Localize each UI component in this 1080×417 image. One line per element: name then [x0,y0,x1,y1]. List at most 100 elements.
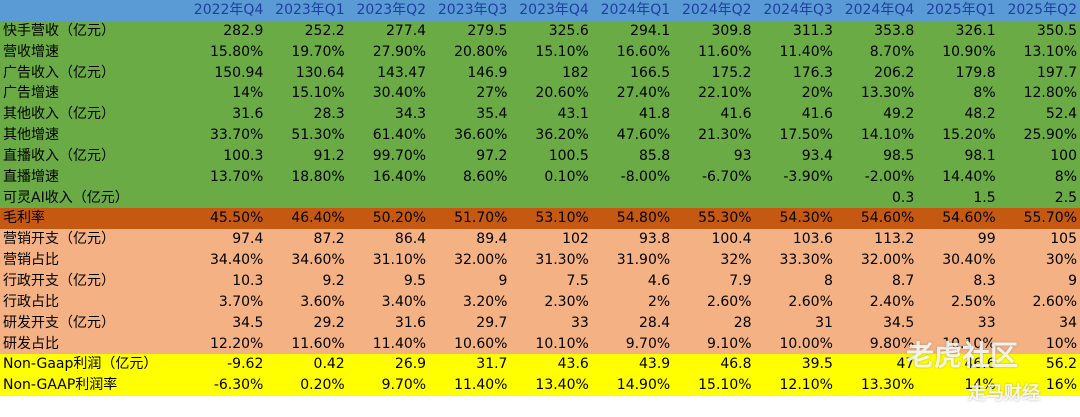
table-cell: 3.60% [266,291,348,313]
table-cell: 14.40% [917,166,999,188]
table-cell: 3.40% [347,291,430,313]
table-cell: 36.20% [510,125,592,146]
row-label: 研发占比 [0,333,185,355]
table-cell: 31 [754,312,836,334]
table-cell: 8.7 [835,270,918,292]
table-cell: 31.10% [347,250,430,271]
table-cell: 28 [673,312,755,334]
table-cell: 16.40% [347,166,430,188]
table-cell: 29.7 [429,312,511,334]
table-cell: 10.10% [510,333,592,355]
header-cell: 2023年Q2 [347,0,430,21]
header-cell: 2022年Q4 [185,0,267,21]
table-cell: 31.30% [510,250,592,271]
table-cell: 9.70% [591,333,674,355]
table-cell: 10.3 [185,270,267,292]
table-cell: 8.60% [429,166,511,188]
table-cell [266,187,348,209]
table-cell: 99.70% [347,145,430,167]
table-cell: 2.30% [510,291,592,313]
table-cell: 49.2 [835,104,918,126]
table-cell: 27.90% [347,41,430,63]
table-cell: 85.8 [591,145,674,167]
table-cell: 14.10% [835,125,918,146]
header-cell: 2024年Q1 [591,0,674,21]
table-cell: -6.70% [673,166,755,188]
table-cell: 51.70% [429,208,511,230]
row-label: 行政开支（亿元） [0,270,185,292]
table-cell: 28.4 [591,312,674,334]
table-cell: 54.80% [591,208,674,230]
header-cell: 2025年Q2 [998,0,1080,21]
table-cell: 11.60% [266,333,348,355]
table-cell: 31.7 [429,354,511,376]
table-cell: 50.20% [347,208,430,230]
table-cell: 89.4 [429,229,511,251]
table-cell: 176.3 [754,62,836,84]
table-cell: 7.9 [673,270,755,292]
table-cell: 9.10% [673,333,755,355]
table-cell: 17.50% [754,125,836,146]
table-cell: 46.40% [266,208,348,230]
row-label: 直播收入（亿元） [0,145,185,167]
table-cell: 33 [510,312,592,334]
table-cell: 10% [998,333,1080,355]
table-cell: 150.94 [185,62,267,84]
table-cell: -6.30% [185,375,267,397]
table-cell: 13.30% [835,83,918,105]
table-cell: 143.47 [347,62,430,84]
table-cell: 55.30% [673,208,755,230]
table-cell: 10.60% [429,333,511,355]
table-cell [754,187,836,209]
table-cell: 54.30% [754,208,836,230]
table-cell: 9.2 [266,270,348,292]
table-cell: 54.60% [835,208,918,230]
table-cell: 32.00% [835,250,918,271]
table-cell [185,187,267,209]
table-cell: 7.5 [510,270,592,292]
table-cell: 27.40% [591,83,674,105]
table-cell: 31.90% [591,250,674,271]
table-cell: 9 [429,270,511,292]
table-cell: 26.9 [347,354,430,376]
table-cell: 353.8 [835,20,918,42]
table-cell [347,187,430,209]
table-cell: 22.10% [673,83,755,105]
table-cell: 14% [917,375,999,397]
table-cell: 2.50% [917,291,999,313]
header-cell [0,0,185,21]
watermark: 老虎社区 [906,339,1019,372]
table-cell: 2.5 [998,187,1080,209]
table-cell: 53.10% [510,208,592,230]
table-cell: 10.00% [754,333,836,355]
table-cell: 93.8 [591,229,674,251]
table-cell: 15.10% [266,83,348,105]
row-label: Non-GAAP利润率 [0,375,185,397]
table-cell: 30.40% [917,250,999,271]
table-cell: 3.70% [185,291,267,313]
table-cell: 36.60% [429,125,511,146]
table-cell: 93.4 [754,145,836,167]
table-cell: 93 [673,145,755,167]
table-cell: -3.90% [754,166,836,188]
table-cell: 13.10% [998,41,1080,63]
table-cell: 100.4 [673,229,755,251]
row-label: 快手营收（亿元） [0,20,185,42]
header-cell: 2023年Q4 [510,0,592,21]
table-cell: 61.40% [347,125,430,146]
table-cell: 97.4 [185,229,267,251]
table-cell [429,187,511,209]
table-cell: 10.90% [917,41,999,63]
table-cell: 32.00% [429,250,511,271]
table-cell: 13.30% [835,375,918,397]
table-cell: 15.20% [917,125,999,146]
table-cell: 12.10% [754,375,836,397]
table-cell: 34.5 [835,312,918,334]
table-cell: 0.10% [510,166,592,188]
table-cell: 41.6 [673,104,755,126]
row-label: 其他收入（亿元） [0,104,185,126]
table-cell: 86.4 [347,229,430,251]
table-cell: 46.6 [917,354,999,376]
